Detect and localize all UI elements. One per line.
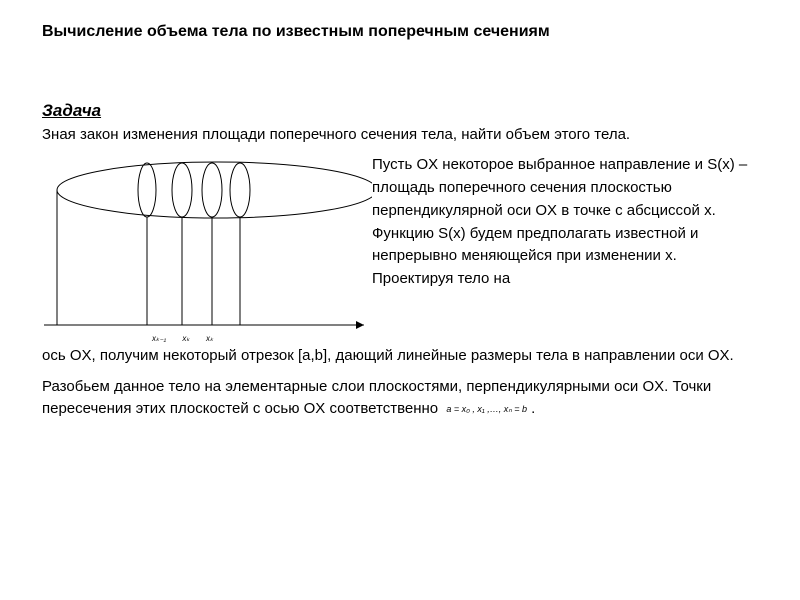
intro-text: Зная закон изменения площади поперечного… [42, 125, 758, 145]
axis-sublabels: xₖ₋₁ xₖ xₖ [42, 334, 372, 343]
page-title: Вычисление объема тела по известным попе… [42, 22, 758, 43]
sublabel-xk-1: xₖ₋₁ [152, 334, 166, 343]
body-p1: ось OX, получим некоторый отрезок [a,b],… [42, 345, 758, 368]
sublabel-xk2: xₖ [206, 334, 213, 343]
cross-section-diagram [42, 150, 372, 340]
body-text: ось OX, получим некоторый отрезок [a,b],… [42, 345, 758, 421]
figure-row: xₖ₋₁ xₖ xₖ Пусть OX некоторое выбранное … [42, 150, 758, 343]
body-p2: Разобьем данное тело на элементарные сло… [42, 376, 758, 421]
section-heading: Задача [42, 101, 758, 121]
figure-column: xₖ₋₁ xₖ xₖ [42, 150, 372, 343]
sublabel-xk: xₖ [182, 334, 189, 343]
side-paragraph: Пусть OX некоторое выбранное направление… [372, 150, 758, 291]
partition-formula: a = x₀ , x₁ ,…, xₙ = b [446, 403, 527, 417]
